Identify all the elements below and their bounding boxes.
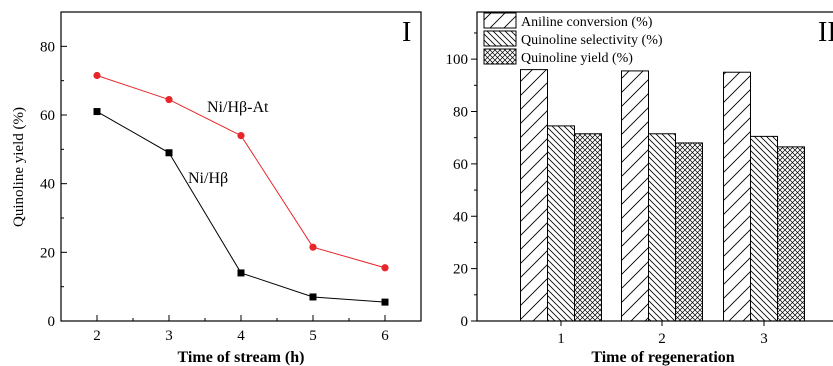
legend-swatch-1 — [483, 30, 517, 47]
legend-label-0: Aniline conversion (%) — [521, 15, 653, 30]
plot-frame — [476, 11, 833, 322]
y-tick-label: 0 — [461, 314, 469, 330]
y-tick-label: 60 — [453, 157, 468, 173]
x-tick-label: 5 — [309, 328, 317, 344]
x-tick-label: 3 — [760, 331, 768, 347]
y-tick-label: 80 — [453, 105, 468, 121]
bar-2 — [574, 133, 602, 322]
data-point-1 — [93, 108, 101, 116]
y-tick-label: 0 — [48, 314, 56, 330]
series-label-ni-hbeta-at: Ni/Hβ-At — [207, 99, 269, 116]
bar-2 — [777, 146, 805, 322]
data-point-1 — [309, 293, 317, 301]
data-point-0 — [309, 243, 317, 251]
bars — [520, 69, 805, 322]
x-tick-label: 2 — [93, 328, 101, 344]
data-point-1 — [237, 269, 245, 277]
x-axis-title: Time of stream (h) — [178, 349, 305, 366]
data-point-0 — [237, 132, 245, 140]
x-tick-label: 2 — [658, 331, 666, 347]
legend-label-1: Quinoline selectivity (%) — [521, 33, 663, 48]
x-tick-label: 6 — [381, 328, 389, 344]
legend-label-2: Quinoline yield (%) — [521, 51, 633, 66]
x-axis-title: Time of regeneration — [591, 349, 734, 366]
bar-1 — [750, 135, 778, 322]
y-axis: 0 20 40 60 80 — [40, 39, 67, 330]
x-axis: 2 3 4 5 6 — [93, 315, 389, 344]
y-tick-label: 100 — [446, 52, 469, 68]
bar-1 — [648, 133, 676, 322]
bar-0 — [621, 70, 649, 322]
y-tick-label: 40 — [453, 209, 468, 225]
y-axis: 0 20 40 60 80 100 — [446, 32, 477, 330]
y-tick-label: 40 — [40, 177, 55, 193]
panel-label: I — [402, 17, 411, 48]
bar-0 — [723, 71, 751, 322]
x-axis: 1 2 3 — [557, 321, 768, 347]
x-tick-label: 1 — [557, 331, 565, 347]
data-point-0 — [165, 95, 173, 104]
y-tick-label: 20 — [453, 262, 468, 278]
data-point-1 — [165, 149, 173, 157]
bar-0 — [520, 69, 548, 322]
line-chart-panel: 2 3 4 5 6 0 20 40 60 80 I Ni/Hβ-At Ni/Hβ Time of… — [11, 11, 422, 366]
series-markers — [93, 71, 389, 306]
legend: Aniline conversion (%) Quinoline selectiv… — [483, 12, 663, 66]
legend-swatch-0 — [483, 12, 517, 29]
data-point-0 — [381, 264, 389, 272]
y-tick-label: 60 — [40, 108, 55, 124]
x-tick-label: 3 — [165, 328, 173, 344]
bar-chart-panel: 1 2 3 0 20 40 60 80 100 Aniline conversion (%) Q… — [446, 11, 833, 366]
y-tick-label: 20 — [40, 245, 55, 261]
bar-2 — [675, 142, 703, 322]
data-point-1 — [381, 298, 389, 306]
y-tick-label: 80 — [40, 39, 55, 55]
y-axis-title: Quinoline yield (%) — [11, 107, 27, 227]
data-point-0 — [93, 71, 101, 80]
legend-swatch-2 — [483, 48, 517, 65]
panel-label: II — [818, 17, 833, 48]
x-tick-label: 4 — [237, 328, 245, 344]
series-label-ni-hbeta: Ni/Hβ — [188, 170, 228, 187]
bar-1 — [547, 125, 575, 322]
